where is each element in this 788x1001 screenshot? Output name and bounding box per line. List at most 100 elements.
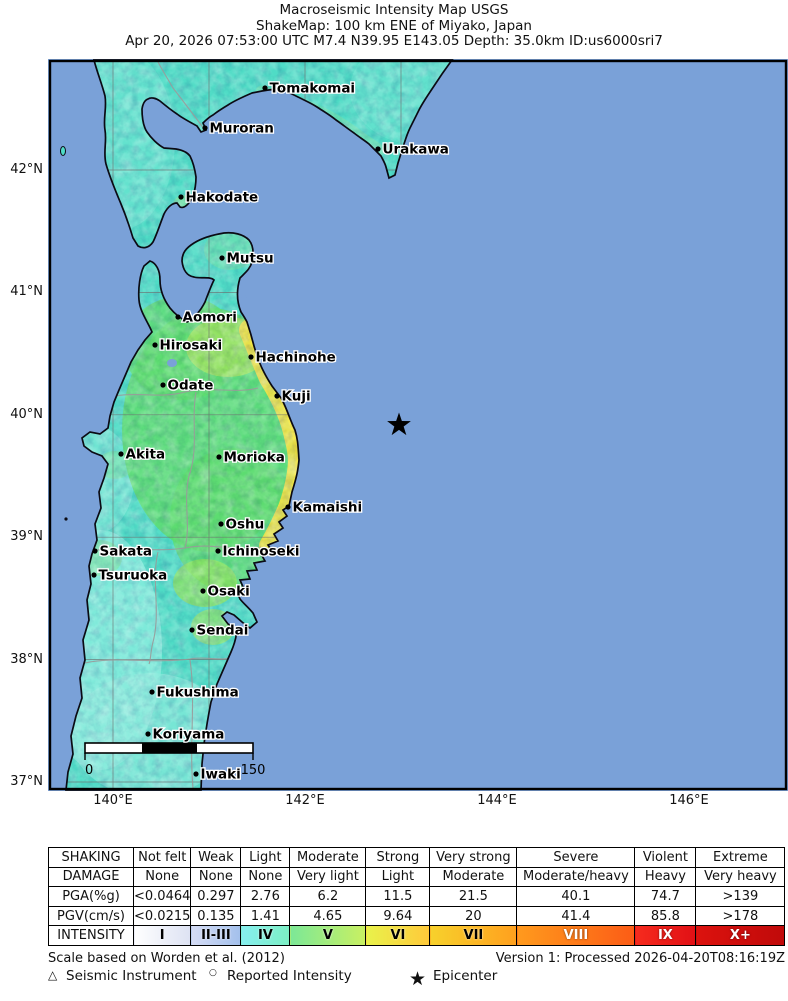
shakemap-canvas: 0 150 Tomakomai Muroran Urakawa Hakodate Mut… bbox=[48, 59, 788, 791]
city-label: Sendai bbox=[197, 623, 249, 639]
city-dot bbox=[189, 627, 195, 633]
intensity-cell: II-III bbox=[190, 925, 242, 946]
legend-cell: >178 bbox=[695, 905, 786, 927]
city-dot bbox=[193, 771, 199, 777]
legend-cell: <0.0464 bbox=[132, 886, 192, 907]
city-dot bbox=[262, 85, 268, 91]
city-label: Osaki bbox=[208, 584, 250, 600]
city-dot bbox=[175, 314, 181, 320]
legend-cell: 4.65 bbox=[289, 905, 367, 927]
lake-ogawara bbox=[241, 295, 247, 305]
legend-cell: 74.7 bbox=[634, 886, 697, 907]
city-markers: Tomakomai Muroran Urakawa Hakodate Mutsu Aomo… bbox=[91, 79, 450, 784]
city-label: Fukushima bbox=[157, 685, 239, 701]
legend-cell: None bbox=[132, 866, 192, 888]
intensity-legend-table: SHAKING Not felt Weak Light Moderate Strong Ve… bbox=[48, 847, 786, 946]
legend-cell: Very light bbox=[289, 866, 367, 888]
city-dot bbox=[152, 342, 158, 348]
city-dot bbox=[178, 194, 184, 200]
legend-cell: <0.0215 bbox=[132, 905, 192, 927]
lon-tick-label: 146°E bbox=[669, 793, 709, 808]
legend-cell: Weak bbox=[190, 847, 242, 868]
legend-row-label: PGA(%g) bbox=[48, 886, 134, 907]
intensity-cell: IV bbox=[240, 925, 291, 946]
legend-cell: 21.5 bbox=[429, 886, 518, 907]
scale-bar-start: 0 bbox=[85, 763, 93, 778]
city-dot bbox=[375, 146, 381, 152]
legend-cell: 6.2 bbox=[289, 886, 367, 907]
city-label: Kamaishi bbox=[293, 500, 363, 516]
city-label: Urakawa bbox=[383, 142, 449, 158]
legend-cell: 20 bbox=[429, 905, 518, 927]
legend-cell: >139 bbox=[695, 886, 786, 907]
reported-intensity-icon: ○ bbox=[209, 968, 217, 978]
legend-cell: Moderate/heavy bbox=[516, 866, 636, 888]
scale-bar: 0 150 bbox=[84, 742, 266, 778]
city-label: Morioka bbox=[224, 450, 285, 466]
legend-cell: None bbox=[240, 866, 291, 888]
epicenter-label: Epicenter bbox=[433, 968, 498, 984]
map-frame bbox=[48, 59, 788, 791]
city-label: Hirosaki bbox=[160, 338, 223, 354]
intensity-cell: VII bbox=[429, 925, 518, 946]
legend-cell: Heavy bbox=[634, 866, 697, 888]
symbol-legend: △ Seismic Instrument ○ Reported Intensit… bbox=[0, 966, 788, 990]
legend-row-shaking: SHAKING Not felt Weak Light Moderate Strong Ve… bbox=[48, 847, 786, 868]
legend-cell: Very strong bbox=[429, 847, 518, 868]
islet bbox=[64, 517, 68, 521]
admin-boundaries bbox=[84, 60, 262, 789]
city-label: Oshu bbox=[226, 517, 265, 533]
city-dot bbox=[145, 731, 151, 737]
city-dot bbox=[216, 454, 222, 460]
event-info-line: Apr 20, 2026 07:53:00 UTC M7.4 N39.95 E1… bbox=[125, 33, 663, 49]
city-dot bbox=[219, 255, 225, 261]
legend-cell: Extreme bbox=[695, 847, 786, 868]
reported-intensity-label: Reported Intensity bbox=[227, 968, 352, 984]
lon-tick-label: 144°E bbox=[477, 793, 517, 808]
city-label: Hakodate bbox=[186, 190, 259, 206]
city-label: Aomori bbox=[183, 310, 237, 326]
city-dot bbox=[118, 451, 124, 457]
epicenter-icon: ★ bbox=[409, 968, 427, 990]
map-title: Macroseismic Intensity Map USGS bbox=[279, 2, 509, 18]
legend-row-label: PGV(cm/s) bbox=[48, 905, 134, 927]
intensity-cell: IX bbox=[634, 925, 697, 946]
lat-tick-label: 40°N bbox=[10, 406, 43, 422]
legend-cell: 0.135 bbox=[190, 905, 242, 927]
legend-cell: 2.76 bbox=[240, 886, 291, 907]
city-dot bbox=[215, 548, 221, 554]
islet bbox=[60, 146, 66, 156]
lon-tick-label: 142°E bbox=[285, 793, 325, 808]
legend-cell: Violent bbox=[634, 847, 697, 868]
lat-tick-label: 38°N bbox=[10, 651, 43, 667]
legend-cell: Light bbox=[240, 847, 291, 868]
epicenter-star bbox=[387, 412, 411, 436]
legend-cell: Severe bbox=[516, 847, 636, 868]
legend-cell: Strong bbox=[365, 847, 431, 868]
legend-row-intensity: INTENSITY I II-III IV V VI VII VIII IX X+ bbox=[48, 925, 786, 946]
scale-reference-note: Scale based on Worden et al. (2012) bbox=[48, 951, 285, 966]
city-label: Kuji bbox=[282, 389, 311, 405]
intensity-cell: X+ bbox=[695, 925, 786, 946]
legend-row-pgvcms: PGV(cm/s) <0.0215 0.135 1.41 4.65 9.64 20 41.4 8… bbox=[48, 905, 786, 927]
legend-row-pgag: PGA(%g) <0.0464 0.297 2.76 6.2 11.5 21.5 40.1 74… bbox=[48, 886, 786, 907]
intensity-cell: VI bbox=[365, 925, 431, 946]
map-title-block: Macroseismic Intensity Map USGS ShakeMap… bbox=[0, 2, 788, 50]
city-label: Mutsu bbox=[227, 251, 274, 267]
city-dot bbox=[149, 689, 155, 695]
lat-tick-label: 42°N bbox=[10, 162, 43, 177]
lat-tick-label: 41°N bbox=[10, 284, 43, 300]
lake-towada bbox=[167, 359, 177, 367]
city-dot bbox=[91, 572, 97, 578]
city-label: Odate bbox=[168, 378, 214, 394]
legend-cell: Not felt bbox=[132, 847, 192, 868]
city-dot bbox=[160, 382, 166, 388]
legend-cell: Moderate bbox=[289, 847, 367, 868]
city-dot bbox=[202, 125, 208, 131]
scale-bar-end: 150 bbox=[241, 763, 266, 778]
intensity-cell: V bbox=[289, 925, 367, 946]
city-label: Akita bbox=[126, 447, 166, 463]
city-label: Tomakomai bbox=[270, 81, 356, 97]
legend-cell: 11.5 bbox=[365, 886, 431, 907]
